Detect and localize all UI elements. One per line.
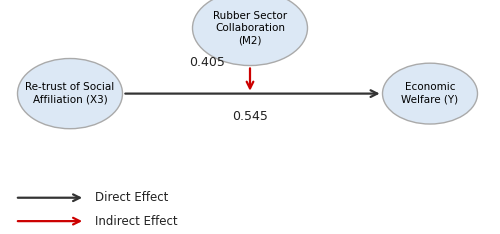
Text: Rubber Sector
Collaboration
(M2): Rubber Sector Collaboration (M2): [213, 11, 287, 45]
Text: Indirect Effect: Indirect Effect: [95, 215, 178, 228]
Text: Economic
Welfare (Y): Economic Welfare (Y): [402, 82, 458, 105]
Ellipse shape: [382, 63, 478, 124]
Ellipse shape: [18, 58, 122, 129]
Text: 0.405: 0.405: [190, 55, 226, 69]
Text: Direct Effect: Direct Effect: [95, 191, 168, 204]
Text: 0.545: 0.545: [232, 110, 268, 124]
Text: Re-trust of Social
Affiliation (X3): Re-trust of Social Affiliation (X3): [26, 82, 115, 105]
Ellipse shape: [192, 0, 308, 66]
